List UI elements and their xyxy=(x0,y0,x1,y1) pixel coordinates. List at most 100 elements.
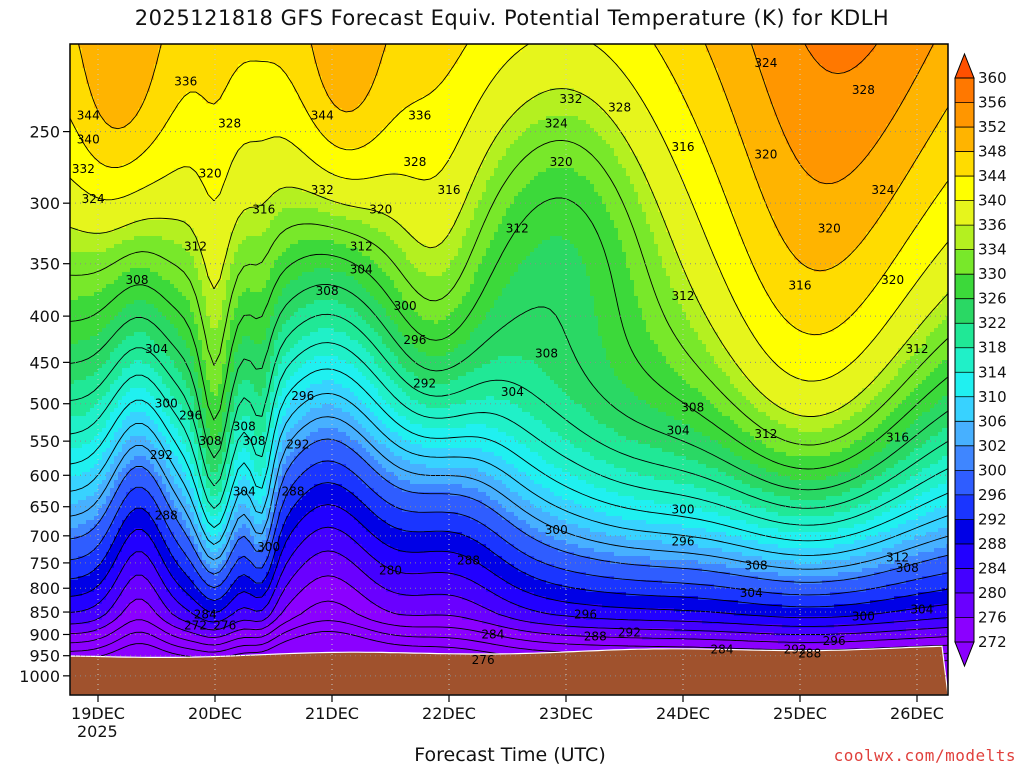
field-cell xyxy=(166,584,171,589)
field-cell xyxy=(170,464,175,469)
field-cell xyxy=(102,140,107,145)
field-cell xyxy=(86,268,91,273)
field-cell xyxy=(134,80,139,85)
field-cell xyxy=(130,348,135,353)
field-cell xyxy=(178,644,183,649)
field-cell xyxy=(166,60,171,65)
field-cell xyxy=(78,124,83,129)
field-cell xyxy=(70,316,75,321)
field-cell xyxy=(158,368,163,373)
field-cell xyxy=(134,396,139,401)
field-cell xyxy=(170,512,175,517)
field-cell xyxy=(110,316,115,321)
field-cell xyxy=(118,328,123,333)
field-cell xyxy=(94,52,99,57)
field-cell xyxy=(182,412,187,417)
field-cell xyxy=(138,576,143,581)
field-cell xyxy=(102,376,107,381)
field-cell xyxy=(70,308,75,313)
field-cell xyxy=(106,576,111,581)
field-cell xyxy=(94,80,99,85)
field-cell xyxy=(178,404,183,409)
field-cell xyxy=(170,412,175,417)
field-cell xyxy=(162,128,167,133)
field-cell xyxy=(182,432,187,437)
field-cell xyxy=(182,176,187,181)
field-cell xyxy=(106,412,111,417)
field-cell xyxy=(94,296,99,301)
field-cell xyxy=(106,536,111,541)
field-cell xyxy=(122,440,127,445)
field-cell xyxy=(138,88,143,93)
field-cell xyxy=(154,368,159,373)
field-cell xyxy=(182,232,187,237)
field-cell xyxy=(190,324,195,329)
field-cell xyxy=(186,148,191,153)
field-cell xyxy=(174,268,179,273)
field-cell xyxy=(146,540,151,545)
field-cell xyxy=(134,216,139,221)
field-cell xyxy=(134,408,139,413)
field-cell xyxy=(150,280,155,285)
field-cell xyxy=(162,268,167,273)
field-cell xyxy=(178,160,183,165)
field-cell xyxy=(122,508,127,513)
field-cell xyxy=(138,108,143,113)
field-cell xyxy=(110,640,115,645)
field-cell xyxy=(70,280,75,285)
field-cell xyxy=(102,564,107,569)
field-cell xyxy=(130,340,135,345)
field-cell xyxy=(182,80,187,85)
field-cell xyxy=(146,472,151,477)
field-cell xyxy=(114,180,119,185)
field-cell xyxy=(150,560,155,565)
field-cell xyxy=(90,628,95,633)
field-cell xyxy=(186,304,191,309)
field-cell xyxy=(170,232,175,237)
field-cell xyxy=(86,204,91,209)
field-cell xyxy=(94,84,99,89)
field-cell xyxy=(150,568,155,573)
field-cell xyxy=(90,320,95,325)
field-cell xyxy=(110,328,115,333)
field-cell xyxy=(98,44,103,49)
field-cell xyxy=(130,388,135,393)
field-cell xyxy=(74,612,79,617)
field-cell xyxy=(178,140,183,145)
field-cell xyxy=(178,368,183,373)
field-cell xyxy=(78,648,83,653)
field-cell xyxy=(70,156,75,161)
field-cell xyxy=(138,64,143,69)
field-cell xyxy=(94,480,99,485)
field-cell xyxy=(94,428,99,433)
field-cell xyxy=(182,592,187,597)
field-cell xyxy=(102,248,107,253)
field-cell xyxy=(170,256,175,261)
field-cell xyxy=(118,48,123,53)
field-cell xyxy=(182,408,187,413)
field-cell xyxy=(166,168,171,173)
field-cell xyxy=(178,348,183,353)
field-cell xyxy=(122,596,127,601)
field-cell xyxy=(114,568,119,573)
field-cell xyxy=(170,68,175,73)
field-cell xyxy=(106,272,111,277)
field-cell xyxy=(174,444,179,449)
field-cell xyxy=(106,96,111,101)
field-cell xyxy=(170,592,175,597)
field-cell xyxy=(190,396,195,401)
field-cell xyxy=(74,252,79,257)
field-cell xyxy=(86,592,91,597)
field-cell xyxy=(82,480,87,485)
field-cell xyxy=(94,352,99,357)
field-cell xyxy=(118,300,123,305)
field-cell xyxy=(154,388,159,393)
field-cell xyxy=(98,496,103,501)
field-cell xyxy=(86,44,91,49)
field-cell xyxy=(130,380,135,385)
field-cell xyxy=(86,328,91,333)
field-cell xyxy=(170,504,175,509)
field-cell xyxy=(118,212,123,217)
field-cell xyxy=(154,96,159,101)
field-cell xyxy=(90,272,95,277)
